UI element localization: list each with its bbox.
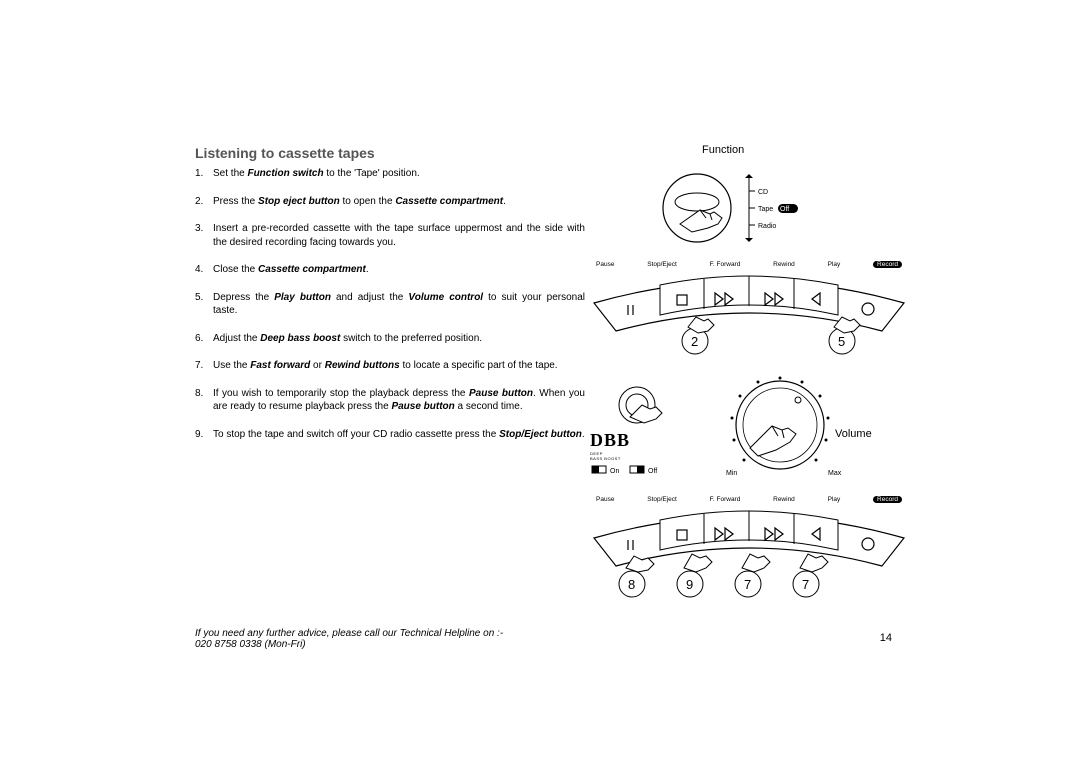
svg-text:Radio: Radio xyxy=(758,223,776,230)
step-text: Use the Fast forward or Rewind buttons t… xyxy=(213,359,585,373)
btn-label-stop: Stop/Eject xyxy=(647,496,677,503)
svg-text:5: 5 xyxy=(838,334,845,349)
step-number: 4. xyxy=(195,263,213,277)
volume-knob-diagram xyxy=(710,370,850,480)
step-text: Adjust the Deep bass boost switch to the… xyxy=(213,332,585,346)
step-text: To stop the tape and switch off your CD … xyxy=(213,428,585,442)
btn-label-record: Record xyxy=(873,496,902,503)
step-text: Press the Stop eject button to open the … xyxy=(213,195,585,209)
step-text: Depress the Play button and adjust the V… xyxy=(213,291,585,318)
svg-text:Tape: Tape xyxy=(758,206,773,213)
step-text: Close the Cassette compartment. xyxy=(213,263,585,277)
svg-text:7: 7 xyxy=(744,577,751,592)
btn-label-rw: Rewind xyxy=(773,261,795,268)
step-text: Set the Function switch to the 'Tape' po… xyxy=(213,167,585,181)
svg-text:8: 8 xyxy=(628,577,635,592)
svg-text:2: 2 xyxy=(691,334,698,349)
step-number: 2. xyxy=(195,195,213,209)
btn-label-pause: Pause xyxy=(596,496,614,503)
svg-text:Off: Off xyxy=(780,206,789,213)
btn-label-rw: Rewind xyxy=(773,496,795,503)
btn-label-stop: Stop/Eject xyxy=(647,261,677,268)
svg-text:9: 9 xyxy=(686,577,693,592)
cassette-buttons-bottom: Pause Stop/Eject F. Forward Rewind Play … xyxy=(590,502,908,622)
steps-list: 1.Set the Function switch to the 'Tape' … xyxy=(195,167,585,441)
svg-text:7: 7 xyxy=(802,577,809,592)
svg-text:Off: Off xyxy=(648,468,657,475)
step-number: 1. xyxy=(195,167,213,181)
svg-text:CD: CD xyxy=(758,189,768,196)
step-number: 7. xyxy=(195,359,213,373)
step-number: 5. xyxy=(195,291,213,318)
step-number: 9. xyxy=(195,428,213,442)
step-number: 6. xyxy=(195,332,213,346)
step-number: 3. xyxy=(195,222,213,249)
page-number: 14 xyxy=(880,632,892,644)
footer-helpline: If you need any further advice, please c… xyxy=(195,628,503,650)
cassette-buttons-top: Pause Stop/Eject F. Forward Rewind Play … xyxy=(590,267,908,372)
btn-label-pause: Pause xyxy=(596,261,614,268)
svg-text:On: On xyxy=(610,468,619,475)
btn-label-ff: F. Forward xyxy=(710,261,741,268)
btn-label-record: Record xyxy=(873,261,902,268)
function-label: Function xyxy=(702,144,744,156)
step-number: 8. xyxy=(195,387,213,414)
btn-label-ff: F. Forward xyxy=(710,496,741,503)
dbb-diagram: DBB DEEP BASS BOOST On Off xyxy=(590,430,690,477)
step-text: Insert a pre-recorded cassette with the … xyxy=(213,222,585,249)
btn-label-play: Play xyxy=(828,261,841,268)
btn-label-play: Play xyxy=(828,496,841,503)
step-text: If you wish to temporarily stop the play… xyxy=(213,387,585,414)
function-dial-diagram: CD Tape Off Radio xyxy=(652,158,802,258)
